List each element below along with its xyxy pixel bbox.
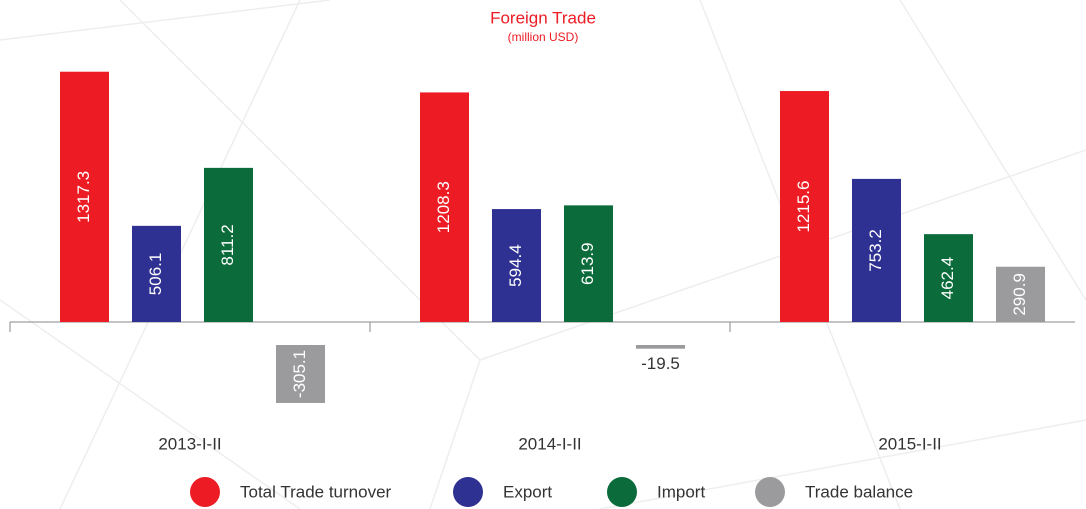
legend-swatch <box>190 477 220 507</box>
bar <box>564 205 613 322</box>
value-label: 753.2 <box>866 229 885 272</box>
bar <box>924 234 973 322</box>
bar <box>204 167 253 322</box>
chart-title: Foreign Trade <box>490 8 596 27</box>
chart-subtitle: (million USD) <box>508 30 579 44</box>
value-label: 1208.3 <box>434 181 453 233</box>
legend-swatch <box>607 477 637 507</box>
value-label: 290.9 <box>1010 273 1029 316</box>
value-label: -19.5 <box>641 354 680 373</box>
bar <box>996 266 1045 322</box>
value-label: 1317.3 <box>74 171 93 223</box>
value-label: 462.4 <box>938 257 957 300</box>
x-tick-label: 2013-I-II <box>158 434 221 453</box>
bar <box>276 345 325 403</box>
bar <box>852 178 901 322</box>
x-tick-label: 2015-I-II <box>878 434 941 453</box>
value-label: 613.9 <box>578 242 597 285</box>
bar <box>132 225 181 322</box>
bar <box>780 91 829 322</box>
bar <box>60 71 109 322</box>
legend-swatch <box>755 477 785 507</box>
value-label: 1215.6 <box>794 181 813 233</box>
bar <box>492 209 541 322</box>
legend-label: Export <box>503 482 552 501</box>
value-label: 594.4 <box>506 244 525 287</box>
legend-label: Import <box>657 482 705 501</box>
x-tick-label: 2014-I-II <box>518 434 581 453</box>
legend-swatch <box>453 477 483 507</box>
legend-label: Total Trade turnover <box>240 482 392 501</box>
value-label: -305.1 <box>290 350 309 398</box>
legend-label: Trade balance <box>805 482 913 501</box>
value-label: 811.2 <box>218 224 237 265</box>
value-label: 506.1 <box>146 253 165 296</box>
bar <box>636 345 685 349</box>
bar <box>420 92 469 322</box>
